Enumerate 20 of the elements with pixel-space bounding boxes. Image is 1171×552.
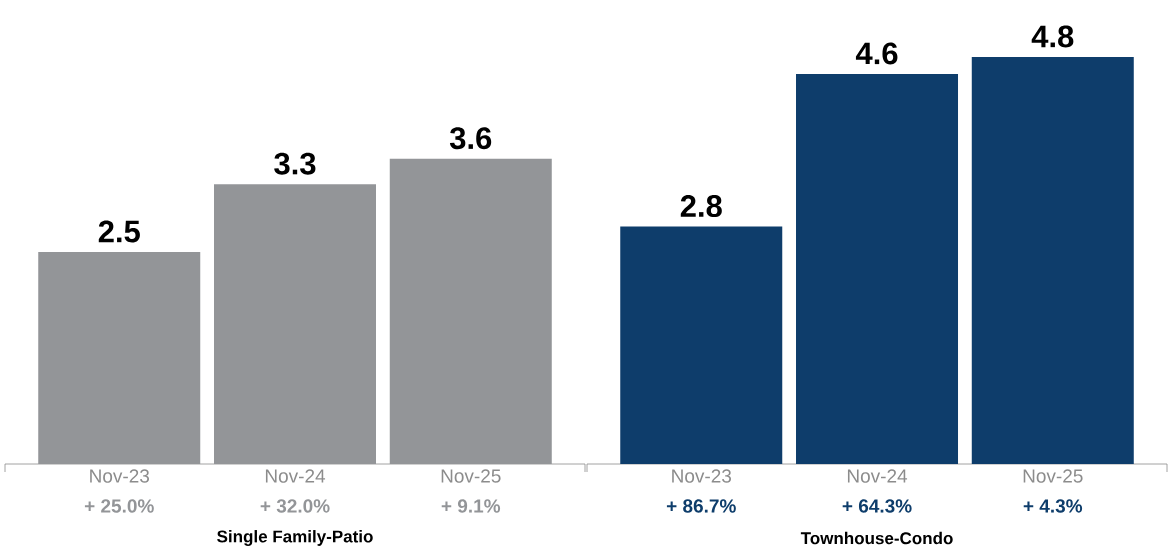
x-tick-label: Nov-23 <box>90 469 150 483</box>
text: + 4.3% <box>1023 499 1083 513</box>
x-tick-label: Nov-25 <box>1023 469 1083 483</box>
text: + 64.3% <box>842 499 912 513</box>
text: + 25.0% <box>84 499 154 513</box>
x-tick-label: Nov-24 <box>265 469 326 483</box>
data-label: 2.8 <box>680 195 722 218</box>
text: + 9.1% <box>441 499 501 513</box>
x-tick-label: Nov-25 <box>441 469 501 483</box>
data-label: 4.8 <box>1031 25 1074 48</box>
data-label: 3.3 <box>274 152 316 175</box>
data-label: 3.6 <box>449 127 492 150</box>
x-tick-label: Nov-23 <box>672 469 732 483</box>
x-axis-title: Single Family-Patio <box>217 530 373 546</box>
x-axis-title: Townhouse-Condo <box>800 531 953 545</box>
data-label: 4.6 <box>855 42 898 65</box>
text: + 86.7% <box>666 499 736 513</box>
x-tick-label: Nov-24 <box>847 469 908 483</box>
text: + 32.0% <box>260 499 330 513</box>
data-label: 2.5 <box>98 220 140 243</box>
